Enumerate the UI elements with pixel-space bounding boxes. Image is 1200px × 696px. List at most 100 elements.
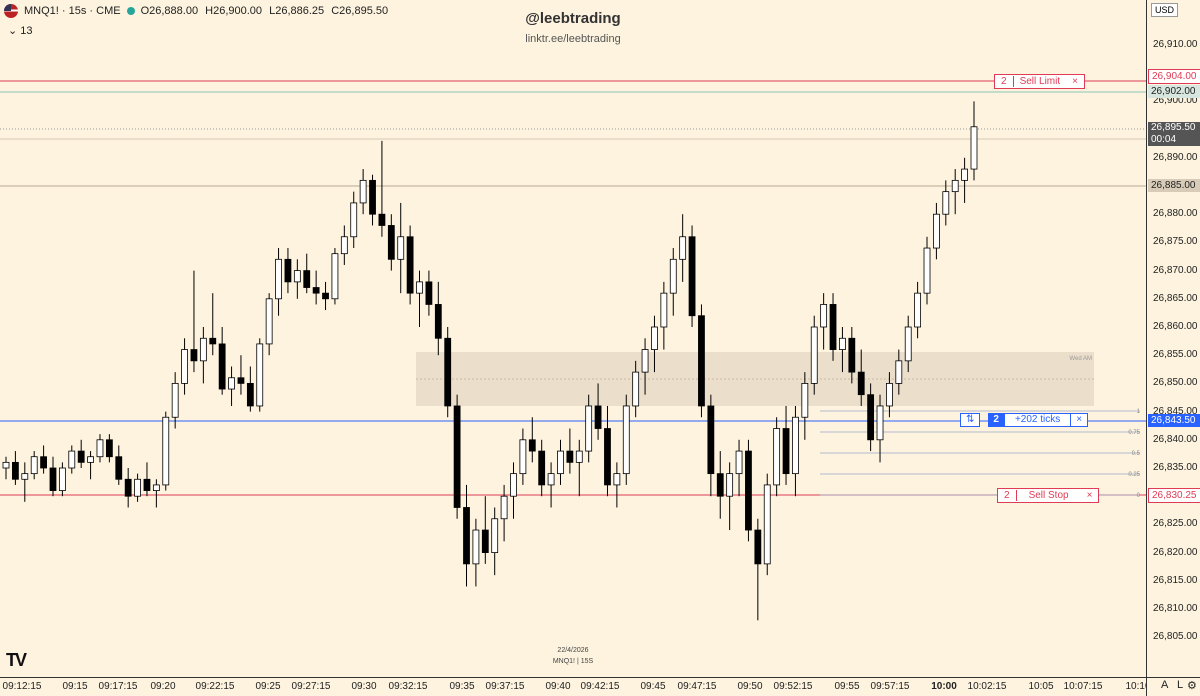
tradingview-logo[interactable]: TV (6, 650, 27, 670)
price-tick-label: 26,815.00 (1153, 574, 1198, 586)
candle-body (96, 439, 104, 458)
position-qty: 2 (988, 413, 1004, 427)
candle-body (2, 461, 10, 469)
candle-body (632, 371, 640, 407)
time-tick-label: 09:45 (640, 681, 666, 692)
candle-body (707, 405, 715, 475)
fib-label-075: 0.75 (1128, 430, 1140, 436)
candle-body (679, 236, 687, 260)
fib-retracement: 1 0.75 0.5 0.25 0 (820, 409, 1141, 499)
time-tick-label: 10:10 (1125, 681, 1151, 692)
watermark: @leebtrading linktr.ee/leebtrading (0, 10, 1146, 45)
candle-body (651, 326, 658, 350)
time-tick-label: 09:12:15 (2, 681, 42, 692)
candle-body (585, 405, 593, 452)
time-tick-label: 09:22:15 (195, 681, 235, 692)
auto-scale-button[interactable]: A (1161, 679, 1169, 691)
candle-body (124, 478, 132, 497)
currency-selector[interactable]: USD (1151, 3, 1179, 17)
close-icon[interactable]: × (1071, 413, 1089, 427)
candle-body (500, 495, 508, 520)
sell-limit-order[interactable]: 2 Sell Limit × (994, 74, 1085, 89)
scale-corner: A L ⚙ (1146, 677, 1200, 696)
candle-body (237, 377, 245, 384)
price-tick-label: 26,820.00 (1153, 546, 1198, 558)
candle-body (218, 343, 226, 390)
time-tick-label: 10:05 (1028, 681, 1054, 692)
candle-body (820, 304, 828, 328)
indicator-collapse-button[interactable]: ⌄ 13 (3, 23, 38, 38)
watermark-subtitle: linktr.ee/leebtrading (525, 33, 621, 45)
symbol-name[interactable]: MNQ1! · 15s · CME (24, 5, 121, 17)
sell-stop-price-tag: 26,830.25 (1148, 488, 1200, 503)
time-tick-label: 09:32:15 (388, 681, 428, 692)
time-scale[interactable]: 09:12:15 09:15 09:17:15 09:20 09:22:15 09:25 0… (0, 677, 1151, 696)
reverse-position-icon[interactable]: ⇅ (960, 413, 981, 427)
symbol-legend[interactable]: MNQ1! · 15s · CME O26,888.00 H26,900.00 … (4, 4, 392, 18)
date-label: 22/4/2026 (557, 647, 588, 654)
candle-body (444, 337, 452, 407)
candle-body (199, 337, 207, 362)
price-tick-label: 26,900.00 (1153, 95, 1198, 107)
open-value: O26,888.00 (140, 5, 199, 17)
candle-body (491, 518, 499, 554)
candle-body (256, 343, 264, 407)
high-value: H26,900.00 (205, 5, 263, 17)
candle-body (190, 349, 198, 362)
price-tick-label: 26,890.00 (1153, 151, 1198, 163)
log-scale-button[interactable]: L (1177, 679, 1184, 691)
candle-body (801, 382, 809, 418)
candle-body (528, 439, 536, 452)
candle-body (472, 529, 480, 565)
time-tick-label: 09:20 (150, 681, 176, 692)
candle-body (613, 473, 621, 486)
gear-icon[interactable]: ⚙ (1187, 680, 1197, 692)
price-chart[interactable]: Wed AM 1 0.75 0.5 0.25 0 22/4/2026 MNQ1!… (0, 0, 1146, 677)
low-value: L26,886.25 (269, 5, 325, 17)
price-tick-label: 26,865.00 (1153, 292, 1198, 304)
sell-limit-label: Sell Limit (1019, 76, 1061, 87)
candle-body (152, 484, 160, 491)
candle-body (660, 292, 668, 328)
price-scale[interactable]: USD 26,910.00 26,900.00 26,890.00 26,880.00… (1146, 0, 1200, 677)
position-pnl: +202 ticks (1003, 413, 1072, 427)
chevron-down-icon: ⌄ (8, 25, 18, 37)
us-flag-icon (4, 4, 18, 18)
close-icon[interactable]: × (1072, 76, 1078, 87)
candle-body (773, 428, 781, 486)
candle-body (293, 270, 301, 283)
time-tick-label: 09:50 (737, 681, 763, 692)
candle-body (275, 258, 282, 300)
last-price-tag: 26,895.50 00:04 (1148, 122, 1200, 146)
price-tick-label: 26,875.00 (1153, 236, 1198, 248)
candle-body (425, 281, 433, 305)
candle-body (58, 467, 66, 491)
candle-body (876, 405, 884, 441)
price-tick-label: 26,845.00 (1153, 405, 1198, 417)
candle-body (350, 202, 358, 238)
candle-body (557, 450, 564, 475)
candle-body (763, 484, 771, 565)
candle-body (754, 529, 762, 565)
candle-body (162, 416, 170, 486)
candle-body (68, 450, 76, 469)
close-icon[interactable]: × (1086, 490, 1093, 501)
time-tick-label: 09:30 (351, 681, 377, 692)
candle-body (359, 179, 367, 204)
time-tick-label: 10:07:15 (1063, 681, 1103, 692)
sell-stop-order[interactable]: 2 Sell Stop × (997, 488, 1100, 503)
sell-limit-price-tag: 26,904.00 (1148, 69, 1200, 84)
time-tick-label: 09:55 (834, 681, 860, 692)
candle-body (463, 507, 470, 565)
time-tick-label: 09:47:15 (677, 681, 717, 692)
candle-body (951, 179, 959, 193)
time-tick-label: 09:15 (62, 681, 88, 692)
candle-body (933, 213, 940, 249)
fib-label-0: 0 (1137, 493, 1141, 499)
position-order[interactable]: ⇅ 2 +202 ticks × (960, 413, 1089, 427)
candle-body (669, 258, 677, 294)
chart-pane[interactable]: Wed AM 1 0.75 0.5 0.25 0 22/4/2026 MNQ1!… (0, 0, 1146, 677)
candle-body (547, 473, 555, 486)
market-status-icon (126, 7, 135, 15)
candle-body (716, 473, 724, 497)
